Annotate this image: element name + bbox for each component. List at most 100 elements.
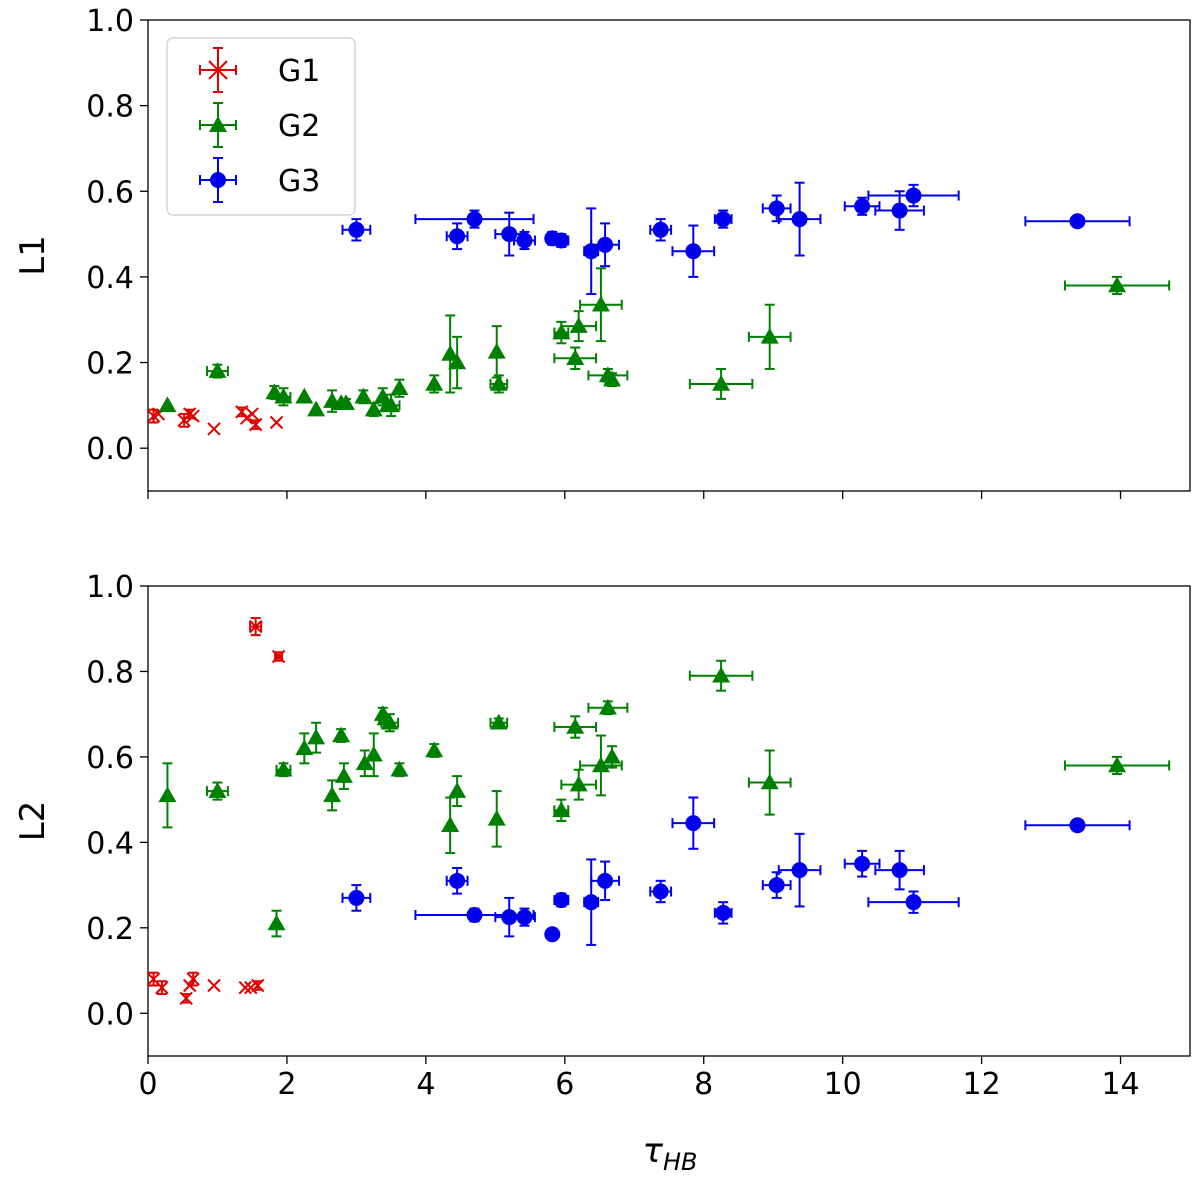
data-point-triangle-marker — [332, 726, 351, 743]
data-point — [603, 745, 622, 769]
data-point — [334, 762, 353, 790]
data-point-triangle-marker — [1108, 276, 1127, 293]
data-point — [245, 407, 259, 421]
data-point-triangle-marker — [566, 718, 585, 734]
data-point — [874, 849, 925, 891]
data-point — [206, 362, 229, 379]
data-point-triangle-marker — [552, 323, 571, 340]
y-tick-label: 0.0 — [86, 432, 134, 467]
data-point — [489, 713, 509, 730]
data-point-triangle-marker — [380, 713, 399, 730]
data-point-circle-marker — [597, 236, 614, 253]
data-point-circle-marker — [768, 200, 785, 217]
data-point — [761, 194, 792, 223]
data-point-triangle-marker — [295, 387, 314, 404]
data-point — [649, 879, 673, 904]
data-point-triangle-marker — [274, 760, 293, 777]
data-point — [688, 367, 754, 400]
data-point-triangle-marker — [487, 809, 506, 826]
data-point-circle-marker — [516, 232, 533, 249]
legend-label: G1 — [278, 54, 320, 89]
data-point — [747, 749, 792, 816]
data-point — [332, 726, 351, 743]
data-point — [158, 762, 177, 829]
data-point — [441, 314, 460, 394]
y-tick-label: 1.0 — [86, 4, 134, 39]
legend-circle-marker — [210, 172, 226, 188]
data-point-triangle-marker — [307, 728, 326, 745]
data-point — [1063, 275, 1171, 296]
data-point-triangle-marker — [569, 317, 588, 333]
data-point-x-marker — [245, 407, 259, 421]
data-point-x-marker — [207, 422, 221, 436]
data-point — [579, 267, 623, 343]
top-panel-l1: 0.0 0.2 0.4 0.6 0.8 1.0 L1 — [13, 4, 1191, 499]
data-point — [777, 181, 822, 257]
x-tick-label: 4 — [416, 1067, 435, 1102]
data-point-circle-marker — [449, 228, 466, 245]
data-point — [341, 884, 372, 912]
data-point — [843, 196, 881, 216]
y-axis-label: L1 — [13, 235, 53, 276]
data-point — [777, 832, 822, 908]
x-tick-label: 0 — [138, 1067, 157, 1102]
bottom-panel-l2: 0 2 4 6 8 10 12 14 0.0 0.2 0.4 0.6 0.8 1.0 L2 — [13, 570, 1191, 1102]
data-point — [206, 781, 229, 801]
data-point-triangle-marker — [390, 379, 409, 395]
data-point-x-marker — [186, 409, 200, 423]
data-point-triangle-marker — [448, 353, 467, 370]
y-tick-label: 1.0 — [86, 570, 134, 605]
data-point-circle-marker — [583, 894, 600, 911]
data-point — [487, 325, 506, 379]
data-point — [248, 617, 263, 637]
data-point — [390, 378, 409, 398]
data-point — [425, 741, 444, 758]
data-point-circle-marker — [583, 243, 600, 260]
plot-frame — [147, 585, 1191, 1057]
data-point-circle-marker — [449, 872, 466, 889]
data-point-x-marker — [271, 649, 286, 664]
data-point — [489, 374, 509, 394]
series-g1 — [146, 617, 286, 1006]
data-point — [553, 892, 570, 909]
y-axis-label: L2 — [13, 801, 53, 842]
data-point-triangle-marker — [295, 739, 314, 756]
data-point-triangle-marker — [441, 344, 460, 361]
data-point-circle-marker — [466, 907, 483, 923]
data-point-circle-marker — [652, 883, 669, 900]
data-point-triangle-marker — [364, 745, 383, 762]
data-point-x-marker — [235, 405, 249, 419]
data-point-x-marker — [248, 417, 263, 432]
data-point-triangle-marker — [591, 295, 610, 312]
data-point-triangle-marker — [323, 786, 342, 803]
legend-entry-g3: G3 — [199, 157, 320, 203]
legend-entry-g1: G1 — [199, 47, 320, 93]
data-point-circle-marker — [1069, 213, 1086, 230]
data-point-circle-marker — [685, 815, 702, 832]
data-point — [158, 396, 177, 413]
data-point-circle-marker — [715, 904, 732, 921]
data-point — [513, 230, 536, 251]
data-point-triangle-marker — [760, 327, 779, 344]
data-point — [448, 775, 467, 808]
data-point — [649, 218, 673, 242]
data-point-circle-marker — [516, 909, 533, 926]
legend-box — [166, 37, 356, 216]
data-point — [248, 417, 263, 432]
legend-entry-g2: G2 — [199, 102, 320, 148]
data-point — [688, 659, 754, 692]
data-point — [364, 732, 383, 778]
data-point-triangle-marker — [382, 396, 401, 413]
data-point-triangle-marker — [208, 782, 227, 798]
data-point — [414, 209, 535, 229]
data-point — [380, 713, 400, 733]
data-point — [713, 209, 733, 229]
data-point — [603, 370, 622, 388]
data-point — [671, 224, 716, 278]
data-point — [381, 393, 401, 418]
data-point-circle-marker — [685, 243, 702, 260]
data-point-triangle-marker — [489, 713, 508, 730]
data-point-triangle-marker — [712, 374, 731, 391]
data-point — [323, 779, 342, 812]
data-point-triangle-marker — [552, 801, 571, 818]
